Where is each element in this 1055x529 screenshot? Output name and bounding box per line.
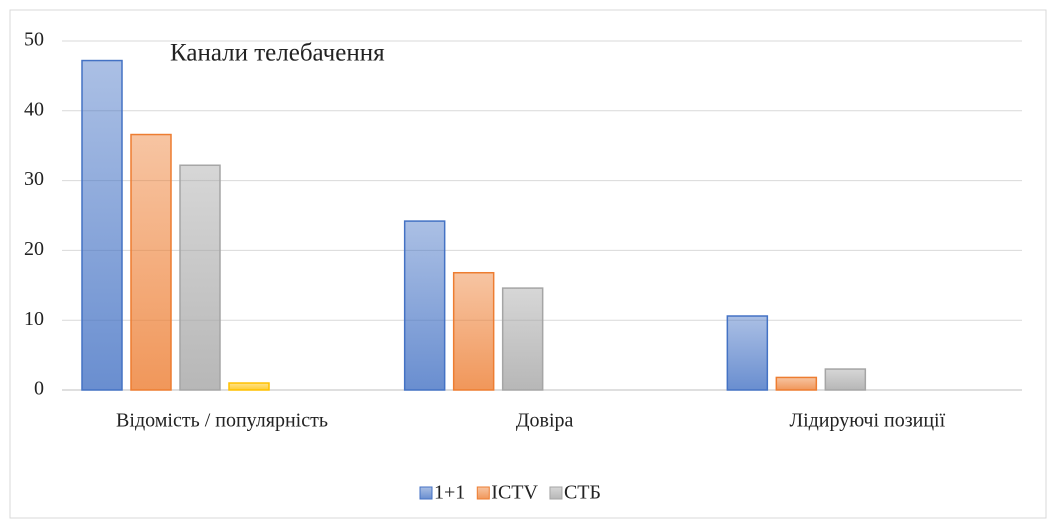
bar [726, 315, 769, 391]
x-tick-label: Довіра [516, 410, 574, 432]
legend-label: СТБ [564, 482, 601, 504]
y-tick-label: 20 [24, 238, 44, 260]
x-tick-label: Відомість / популярність [116, 410, 328, 432]
y-tick-label: 10 [24, 308, 44, 330]
bar [228, 382, 270, 391]
y-tick-label: 0 [34, 378, 44, 400]
y-tick-label: 50 [24, 29, 44, 51]
y-tick-label: 40 [24, 98, 44, 120]
bar [775, 376, 818, 391]
bar [824, 368, 867, 391]
bar [403, 220, 446, 391]
bar [130, 133, 172, 391]
legend-swatch [549, 486, 563, 500]
chart-title: Канали телебачення [170, 40, 385, 67]
legend-swatch [476, 486, 490, 500]
x-tick-label: Лідируючі позиції [790, 410, 946, 432]
legend-label: ICTV [491, 482, 538, 504]
bar [452, 271, 495, 391]
y-tick-label: 30 [24, 168, 44, 190]
legend-swatch [419, 486, 433, 500]
bar [81, 59, 123, 391]
legend-label: 1+1 [434, 482, 465, 504]
bar [501, 287, 544, 391]
bar [179, 164, 221, 391]
